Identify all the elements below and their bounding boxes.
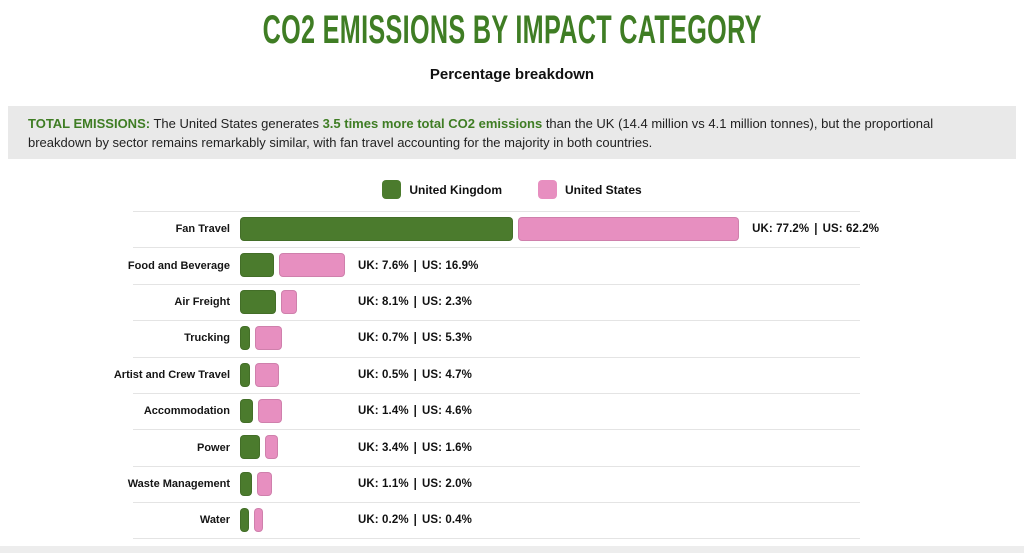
value-label: UK: 0.2% | US: 0.4% bbox=[358, 513, 472, 528]
category-row: Accommodation UK: 1.4% | US: 4.6% bbox=[0, 392, 1024, 429]
row-divider bbox=[133, 283, 860, 285]
uk-color-swatch bbox=[382, 180, 402, 199]
page-header: CO2 EMISSIONS BY IMPACT CATEGORY bbox=[0, 8, 1024, 52]
legend-item-us: United States bbox=[537, 180, 642, 199]
chart-legend: United Kingdom United States bbox=[0, 180, 1024, 199]
category-label: Air Freight bbox=[174, 295, 230, 308]
row-divider bbox=[133, 537, 860, 539]
value-label: UK: 7.6% | US: 16.9% bbox=[358, 258, 479, 273]
bar-uk bbox=[240, 217, 513, 241]
page-subheader: Percentage breakdown bbox=[0, 66, 1024, 84]
category-row: Food and Beverage UK: 7.6% | US: 16.9% bbox=[0, 247, 1024, 283]
row-divider bbox=[133, 247, 860, 249]
category-label: Power bbox=[196, 441, 230, 454]
bar-uk bbox=[240, 253, 275, 278]
bar-uk bbox=[240, 362, 250, 387]
bar-uk bbox=[240, 435, 260, 460]
value-separator: | bbox=[413, 440, 417, 455]
page-title: CO2 EMISSIONS BY IMPACT CATEGORY bbox=[262, 8, 762, 52]
value-label: UK: 0.7% | US: 5.3% bbox=[358, 331, 472, 346]
legend-item-uk: United Kingdom bbox=[382, 180, 502, 199]
bar-us bbox=[280, 289, 297, 314]
value-label: UK: 1.1% | US: 2.0% bbox=[358, 477, 472, 491]
bar-uk bbox=[240, 471, 252, 496]
value-label: UK: 1.4% | US: 4.6% bbox=[358, 404, 472, 419]
us-color-swatch bbox=[537, 180, 557, 199]
value-separator: | bbox=[413, 295, 417, 309]
value-label: UK: 8.1% | US: 2.3% bbox=[358, 295, 472, 309]
value-separator: | bbox=[814, 222, 818, 237]
row-divider bbox=[133, 320, 860, 322]
bottom-border-band bbox=[0, 546, 1024, 553]
bar-uk bbox=[240, 508, 249, 533]
category-row: Water UK: 0.2% | US: 0.4% bbox=[0, 502, 1024, 539]
value-label: UK: 0.5% | US: 4.7% bbox=[358, 367, 472, 382]
legend-label-us: United States bbox=[564, 182, 642, 197]
bar-us bbox=[517, 217, 740, 241]
category-row: Air Freight UK: 8.1% | US: 2.3% bbox=[0, 283, 1024, 320]
bar-uk bbox=[240, 326, 251, 351]
note-text-before: The United States generates bbox=[150, 116, 323, 131]
category-label: Artist and Crew Travel bbox=[113, 368, 230, 381]
bar-us bbox=[257, 398, 282, 423]
bar-chart: Fan Travel UK: 77.2% | US: 62.2% Food and Be… bbox=[0, 211, 1024, 539]
bar-uk bbox=[240, 289, 276, 314]
category-row: Power UK: 3.4% | US: 1.6% bbox=[0, 429, 1024, 465]
category-row: Artist and Crew Travel UK: 0.5% | US: 4.7% bbox=[0, 356, 1024, 393]
note-highlight: 3.5 times more total CO2 emissions bbox=[322, 116, 543, 131]
category-row: Trucking UK: 0.7% | US: 5.3% bbox=[0, 320, 1024, 356]
value-separator: | bbox=[413, 331, 417, 346]
row-divider bbox=[133, 502, 860, 504]
value-separator: | bbox=[413, 258, 417, 273]
category-label: Water bbox=[199, 514, 230, 527]
value-separator: | bbox=[413, 477, 417, 491]
value-separator: | bbox=[413, 367, 417, 382]
bar-uk bbox=[240, 398, 253, 423]
legend-label-uk: United Kingdom bbox=[409, 182, 502, 197]
row-divider bbox=[133, 211, 860, 212]
row-divider bbox=[133, 356, 860, 358]
value-separator: | bbox=[413, 404, 417, 419]
category-row: Waste Management UK: 1.1% | US: 2.0% bbox=[0, 465, 1024, 502]
value-separator: | bbox=[413, 513, 417, 528]
category-label: Waste Management bbox=[127, 477, 230, 490]
bar-us bbox=[254, 362, 279, 387]
bar-us bbox=[256, 471, 272, 496]
bar-us bbox=[264, 435, 279, 460]
bar-us bbox=[255, 326, 282, 351]
note-text-after: than the UK (14.4 million vs 4.1 million… bbox=[28, 116, 934, 150]
row-divider bbox=[133, 429, 860, 431]
category-label: Food and Beverage bbox=[127, 259, 230, 272]
value-label: UK: 3.4% | US: 1.6% bbox=[358, 440, 472, 455]
bar-us bbox=[279, 253, 346, 278]
bar-us bbox=[253, 508, 264, 533]
page-subtitle: Percentage breakdown bbox=[429, 66, 595, 83]
row-divider bbox=[133, 465, 860, 467]
category-row: Fan Travel UK: 77.2% | US: 62.2% bbox=[0, 211, 1024, 247]
category-label: Trucking bbox=[184, 332, 230, 345]
row-divider bbox=[133, 392, 860, 394]
total-emissions-note: TOTAL EMISSIONS: The United States gener… bbox=[8, 106, 1016, 159]
value-label: UK: 77.2% | US: 62.2% bbox=[752, 222, 880, 237]
category-label: Accommodation bbox=[143, 405, 230, 418]
note-label: TOTAL EMISSIONS: bbox=[28, 116, 151, 131]
category-label: Fan Travel bbox=[175, 223, 230, 236]
